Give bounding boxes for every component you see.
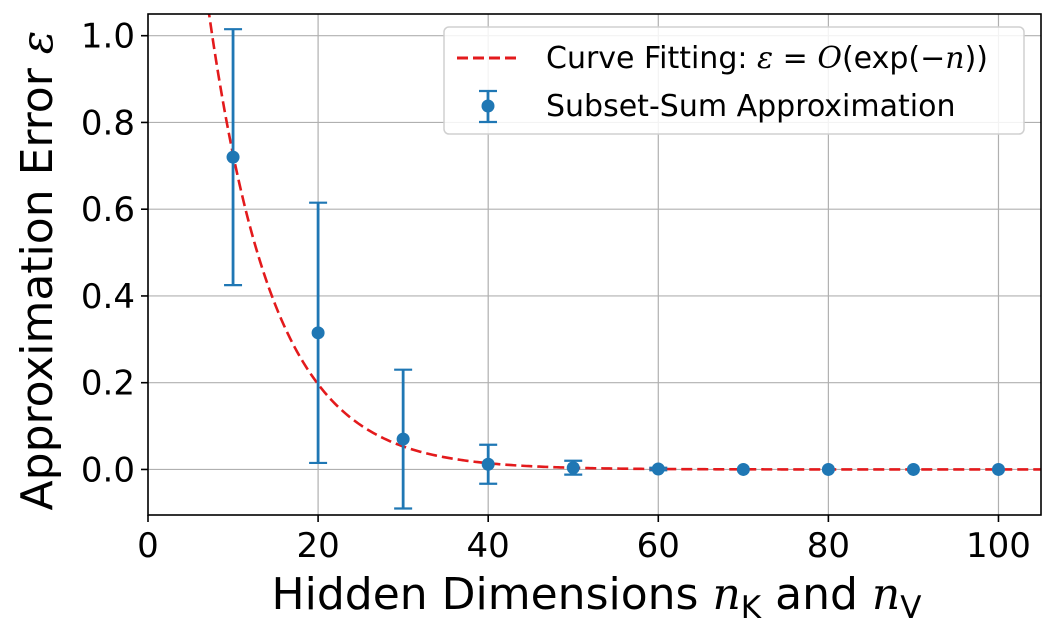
x-label-mid: and bbox=[761, 569, 872, 620]
x-label-var2: n bbox=[872, 569, 900, 620]
x-tick-label: 80 bbox=[807, 526, 850, 566]
legend-label-subset-sum: Subset-Sum Approximation bbox=[546, 89, 955, 124]
x-tick-label: 0 bbox=[137, 526, 159, 566]
data-point bbox=[906, 462, 920, 476]
data-marker bbox=[481, 457, 495, 471]
legend-curve-close: )) bbox=[965, 41, 988, 76]
legend-marker bbox=[481, 99, 495, 113]
data-marker bbox=[991, 462, 1005, 476]
x-tick-label: 20 bbox=[296, 526, 339, 566]
x-label-sub1: K bbox=[741, 590, 762, 626]
y-tick-label: 0.2 bbox=[81, 364, 135, 404]
legend-box bbox=[443, 26, 1025, 135]
y-tick-label: 0.8 bbox=[81, 103, 135, 143]
y-tick-label: 0.6 bbox=[81, 190, 135, 230]
y-tick-label: 1.0 bbox=[81, 17, 135, 57]
data-marker bbox=[906, 462, 920, 476]
legend-curve-eps: ε bbox=[757, 41, 773, 76]
data-point bbox=[649, 462, 668, 476]
x-tick-label: 40 bbox=[467, 526, 510, 566]
legend: Curve Fitting: ε = O(exp(−n)) Subset-Sum… bbox=[443, 26, 1025, 135]
data-marker bbox=[821, 462, 835, 476]
y-axis: 0.0 0.2 0.4 0.6 0.8 1.0 bbox=[81, 17, 148, 490]
y-axis-label: Approximation Error ε bbox=[12, 31, 63, 511]
data-marker bbox=[311, 326, 325, 340]
x-label-prefix: Hidden Dimensions bbox=[272, 569, 713, 620]
data-point bbox=[564, 459, 583, 476]
x-tick-label: 100 bbox=[966, 526, 1031, 566]
x-tick-label: 60 bbox=[637, 526, 680, 566]
legend-curve-n: n bbox=[945, 41, 964, 76]
legend-errorbar-swatch bbox=[479, 89, 497, 124]
legend-label-curve-fitting: Curve Fitting: ε = O(exp(−n)) bbox=[546, 41, 988, 76]
legend-curve-eq: = bbox=[773, 41, 817, 76]
fit-curve-group bbox=[207, 14, 1041, 471]
y-label-prefix: Approximation Error bbox=[12, 54, 63, 510]
legend-curve-open: (exp(− bbox=[842, 41, 945, 76]
data-point bbox=[479, 443, 498, 485]
data-marker bbox=[651, 462, 665, 476]
data-point bbox=[821, 462, 835, 476]
legend-curve-prefix: Curve Fitting: bbox=[546, 41, 757, 76]
y-tick-label: 0.4 bbox=[81, 277, 135, 317]
data-point bbox=[394, 368, 413, 510]
data-point bbox=[736, 462, 750, 476]
errorbar-series bbox=[224, 28, 1005, 510]
x-label-var1: n bbox=[712, 569, 740, 620]
data-marker bbox=[226, 150, 240, 164]
data-point bbox=[224, 28, 243, 287]
y-label-var: ε bbox=[12, 31, 63, 55]
data-point bbox=[309, 201, 328, 465]
x-label-sub2: V bbox=[900, 590, 921, 626]
axes-frame bbox=[147, 13, 1042, 516]
legend-curve-big-o: O bbox=[817, 41, 842, 76]
data-point bbox=[991, 462, 1005, 476]
fit-curve-line bbox=[207, 14, 1041, 471]
data-marker bbox=[736, 462, 750, 476]
x-axis: 0 20 40 60 80 100 bbox=[137, 515, 1031, 566]
y-tick-label: 0.0 bbox=[81, 450, 135, 490]
plot-area bbox=[207, 14, 1041, 510]
data-marker bbox=[396, 432, 410, 446]
x-axis-label: Hidden Dimensions nK and nV bbox=[272, 569, 922, 626]
data-marker bbox=[566, 461, 580, 475]
